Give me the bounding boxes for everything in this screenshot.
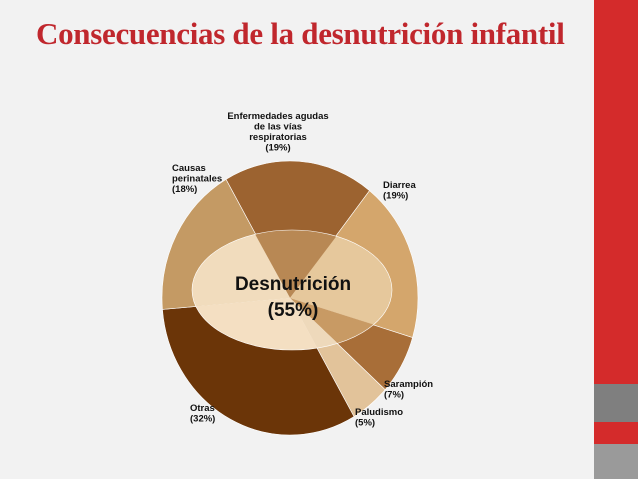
inner-slice-sarampión xyxy=(290,298,392,350)
slice-enfermedades-agudas-de-las-vías-respiratorias xyxy=(225,160,370,299)
label-line: Paludismo xyxy=(355,407,403,418)
label-line: Enfermedades agudas xyxy=(227,111,328,122)
label-pct: (7%) xyxy=(384,390,404,401)
label-line: perinatales xyxy=(172,174,222,185)
label-enfermedades-agudas-de-las-vías-respiratorias: Enfermedades agudas de las vías respirator… xyxy=(227,111,328,154)
label-line: Sarampión xyxy=(384,379,433,390)
label-pct: (19%) xyxy=(265,143,290,154)
inner-slice-causas-perinatales xyxy=(192,230,290,313)
center-value: (55%) xyxy=(268,300,319,321)
label-sarampión: Sarampión (7%) xyxy=(384,379,433,401)
label-causas-perinatales: Causas perinatales (18%) xyxy=(172,163,222,195)
side-accent-block xyxy=(594,384,638,422)
inner-slice-paludismo xyxy=(290,298,392,350)
slice-labels: Enfermedades agudas de las vías respirator… xyxy=(172,111,433,429)
label-line: Causas xyxy=(172,163,206,174)
label-pct: (18%) xyxy=(172,184,197,195)
label-paludismo: Paludismo (5%) xyxy=(355,407,403,429)
label-otras: Otras (32%) xyxy=(190,403,215,425)
slide-title: Consecuencias de la desnutrición infanti… xyxy=(36,16,565,51)
label-line: Diarrea xyxy=(383,180,416,191)
label-line: Otras xyxy=(190,403,215,414)
inner-slice-otras xyxy=(192,298,374,350)
label-pct: (5%) xyxy=(355,418,375,429)
label-line: respiratorias xyxy=(249,132,307,143)
label-line: de las vías xyxy=(254,122,302,133)
label-diarrea: Diarrea (19%) xyxy=(383,180,416,202)
side-accent-block-bottom xyxy=(594,444,638,479)
center-ellipse-outline xyxy=(191,229,393,351)
label-pct: (19%) xyxy=(383,191,408,202)
center-label: Desnutrición xyxy=(235,274,351,295)
label-pct: (32%) xyxy=(190,414,215,425)
